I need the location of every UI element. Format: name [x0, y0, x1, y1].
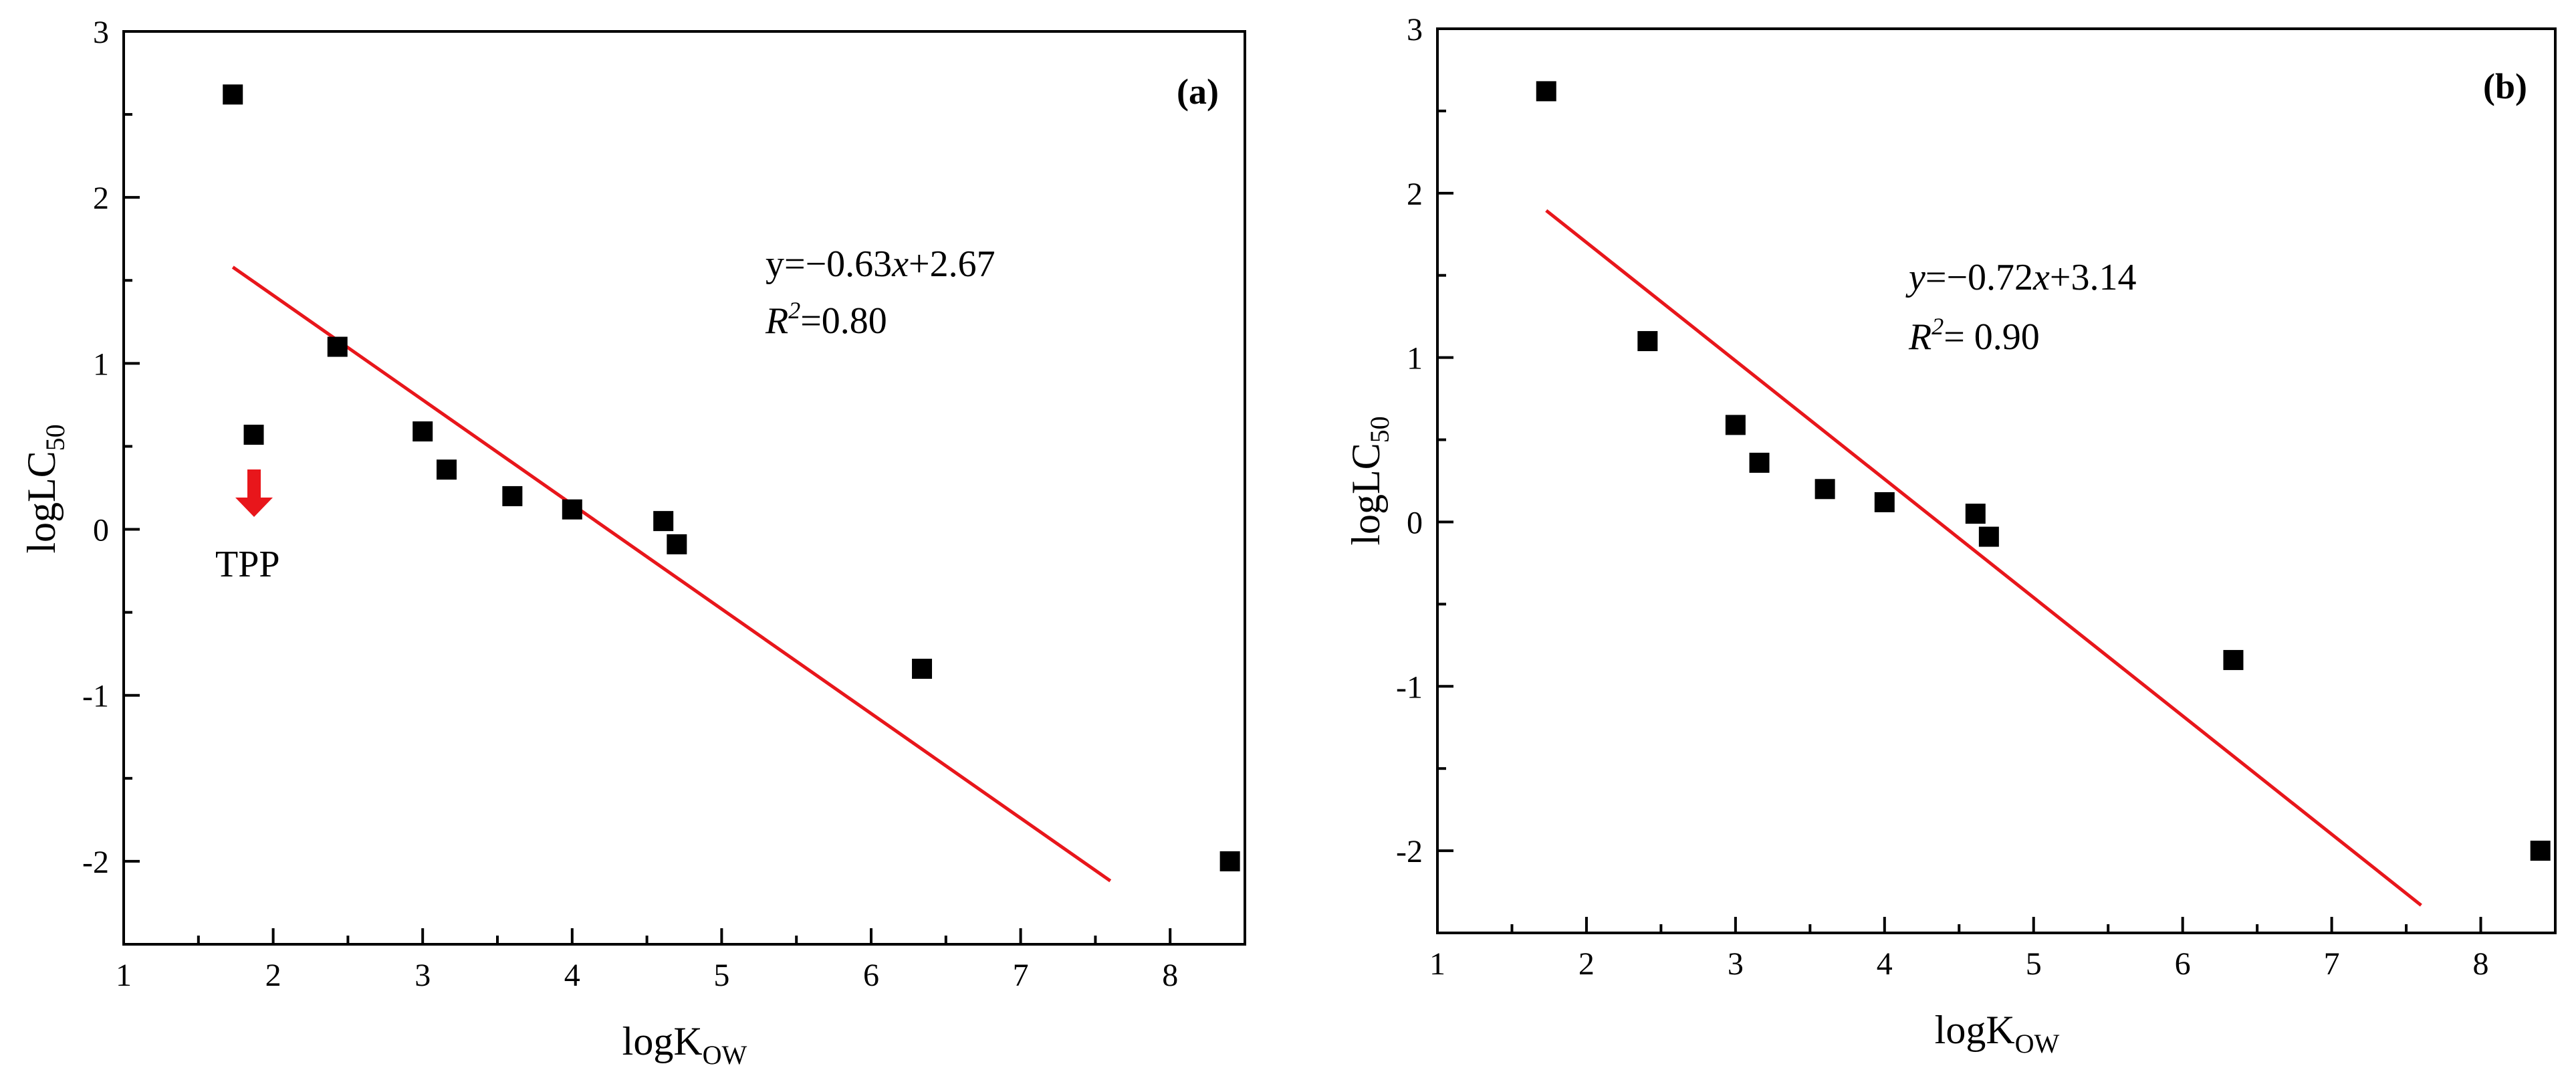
x-tick-label-b: 5 — [2026, 946, 2042, 982]
y-tick-label-a: 1 — [93, 346, 109, 382]
y-tick-label-b: 2 — [1407, 177, 1423, 212]
r-squared-a-value: =0.80 — [800, 300, 887, 342]
ticks-b: 1 2 3 4 5 6 7 8 -2 -1 0 1 2 3 — [1396, 12, 2489, 982]
y-tick-label-a: -2 — [82, 845, 109, 880]
x-tick-label-b: 8 — [2473, 946, 2489, 982]
y-axis-label-a-sub: 50 — [40, 424, 70, 451]
r-squared-a-label: R — [765, 300, 788, 342]
fit-line-b — [1545, 209, 2422, 907]
fit-line-group-a — [231, 265, 1112, 883]
x-tick-label-b: 6 — [2175, 946, 2191, 982]
y-tick-label-b: 0 — [1407, 505, 1423, 540]
x-tick-label-a: 7 — [1013, 958, 1029, 993]
y-tick-label-b: -1 — [1396, 669, 1423, 705]
x-axis-label-b-sub: OW — [2015, 1029, 2060, 1059]
y-tick-label-b: 3 — [1407, 12, 1423, 47]
panel-label-a: (a) — [1177, 72, 1219, 112]
data-point-a — [667, 534, 687, 554]
data-point-b — [1965, 504, 1986, 524]
y-axis-label-a: logLC50 — [19, 424, 70, 553]
y-axis-label-b-sub: 50 — [1365, 416, 1395, 443]
data-point-b — [1536, 81, 1556, 102]
y-axis-label-b-main: logLC — [1344, 443, 1388, 545]
r-squared-a-exp: 2 — [788, 297, 800, 324]
x-tick-label-b: 1 — [1429, 946, 1445, 982]
data-point-b — [1637, 331, 1658, 352]
y-tick-label-b: 1 — [1407, 341, 1423, 377]
y-axis-label-a-main: logLC — [19, 451, 64, 553]
data-point-a — [436, 459, 457, 480]
x-axis-label-b: logKOW — [1935, 1008, 2060, 1059]
x-tick-label-b: 4 — [1877, 946, 1893, 982]
x-tick-label-a: 1 — [116, 958, 132, 993]
tpp-arrow-head — [235, 498, 273, 517]
r-squared-b-label: R — [1908, 316, 1931, 358]
x-tick-label-a: 2 — [265, 958, 281, 993]
x-tick-label-a: 5 — [713, 958, 729, 993]
data-point-b — [2530, 841, 2551, 861]
tpp-arrow-shaft — [247, 469, 261, 500]
equation-a-coef: −0.63 — [806, 243, 893, 285]
data-point-a — [1219, 851, 1240, 871]
fit-line-group-b — [1545, 209, 2422, 907]
points-a — [223, 84, 1240, 871]
equation-a-lhs: y= — [766, 243, 806, 285]
points-b — [1536, 81, 2551, 861]
equation-b: y=−0.72x+3.14 — [1905, 257, 2136, 298]
x-axis-label-b-main: logK — [1935, 1008, 2015, 1052]
r-squared-b-exp: 2 — [1931, 313, 1944, 340]
x-tick-label-b: 7 — [2324, 946, 2340, 982]
y-tick-label-a: -1 — [82, 679, 109, 714]
equation-a: y=−0.63x+2.67 — [766, 243, 996, 285]
x-tick-label-b: 3 — [1728, 946, 1744, 982]
data-point-a — [223, 84, 243, 105]
data-point-a — [653, 511, 674, 532]
data-point-a — [413, 421, 433, 442]
y-tick-label-b: -2 — [1396, 834, 1423, 869]
equation-b-intercept: +3.14 — [2050, 257, 2137, 298]
data-point-b — [1749, 452, 1770, 473]
x-axis-label-a-sub: OW — [703, 1040, 747, 1068]
data-point-a — [243, 425, 264, 445]
equation-a-intercept: +2.67 — [909, 243, 996, 285]
x-tick-label-a: 6 — [863, 958, 879, 993]
x-tick-label-a: 3 — [415, 958, 431, 993]
x-axis-label-a-main: logK — [622, 1019, 703, 1063]
data-point-a — [502, 486, 523, 506]
x-tick-label-a: 8 — [1162, 958, 1178, 993]
tpp-label: TPP — [215, 544, 280, 585]
equation-a-var: x — [891, 243, 909, 285]
plot-frame-a — [122, 30, 1246, 946]
data-point-b — [2223, 649, 2244, 670]
y-tick-label-a: 3 — [93, 15, 109, 50]
data-point-a — [327, 336, 348, 357]
equation-b-lhs: y — [1905, 257, 1925, 298]
plot-frame-b — [1436, 27, 2557, 934]
y-axis-label-b: logLC50 — [1344, 416, 1395, 545]
r-squared-b-value: = 0.90 — [1944, 316, 2040, 358]
y-tick-label-a: 0 — [93, 513, 109, 548]
data-point-b — [1725, 415, 1746, 435]
r-squared-b: R2= 0.90 — [1908, 313, 2040, 358]
y-tick-label-a: 2 — [93, 181, 109, 216]
panel-label-b: (b) — [2483, 66, 2527, 106]
data-point-a — [912, 659, 933, 679]
x-tick-label-a: 4 — [564, 958, 580, 993]
data-point-b — [1978, 526, 1999, 547]
equation-b-coef: =−0.72 — [1925, 257, 2033, 298]
x-tick-label-b: 2 — [1578, 946, 1595, 982]
equation-b-var: x — [2032, 257, 2050, 298]
data-point-b — [1814, 479, 1835, 500]
fit-line-a — [231, 265, 1112, 883]
x-axis-label-a: logKOW — [622, 1019, 747, 1068]
ticks-a: 1 2 3 4 5 6 7 8 -2 -1 0 1 2 3 — [82, 15, 1178, 993]
data-point-b — [1874, 492, 1895, 512]
data-point-a — [562, 499, 582, 520]
r-squared-a: R2=0.80 — [765, 297, 887, 342]
tpp-arrow-icon — [235, 469, 273, 517]
